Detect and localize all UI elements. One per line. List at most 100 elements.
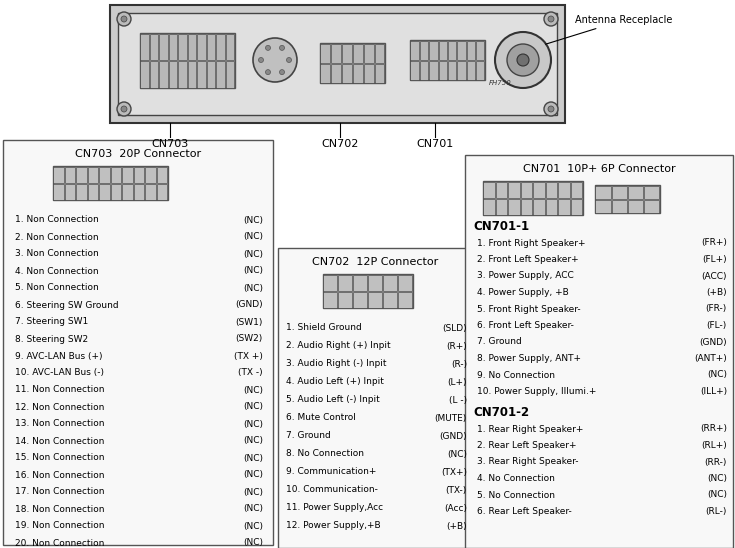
Bar: [339, 275, 353, 290]
Text: 7. Steering SW1: 7. Steering SW1: [15, 317, 88, 327]
Circle shape: [265, 70, 270, 75]
Bar: [496, 181, 507, 197]
Bar: [343, 64, 352, 83]
Text: 7. Ground: 7. Ground: [286, 431, 331, 441]
Text: 9. AVC-LAN Bus (+): 9. AVC-LAN Bus (+): [15, 351, 102, 361]
Bar: [188, 33, 196, 60]
Bar: [146, 184, 156, 199]
Text: (+B): (+B): [706, 288, 727, 297]
Text: 18. Non Connection: 18. Non Connection: [15, 505, 104, 513]
Bar: [364, 64, 373, 83]
Bar: [420, 60, 429, 79]
Text: (SW1): (SW1): [236, 317, 263, 327]
Text: (NC): (NC): [243, 420, 263, 429]
Bar: [368, 292, 382, 307]
Bar: [157, 167, 168, 182]
Bar: [217, 33, 225, 60]
Bar: [420, 41, 429, 60]
Bar: [278, 248, 473, 548]
Text: 3. Rear Right Speaker-: 3. Rear Right Speaker-: [477, 458, 578, 466]
Text: (RR+): (RR+): [700, 425, 727, 433]
Bar: [123, 184, 133, 199]
Bar: [123, 167, 133, 182]
Bar: [448, 41, 456, 60]
Bar: [331, 43, 341, 62]
Bar: [411, 41, 419, 60]
Text: 8. Steering SW2: 8. Steering SW2: [15, 334, 88, 344]
Circle shape: [117, 102, 131, 116]
Bar: [110, 5, 565, 123]
Bar: [207, 33, 215, 60]
Text: (NC): (NC): [243, 505, 263, 513]
Text: (NC): (NC): [243, 283, 263, 293]
Text: (NC): (NC): [243, 488, 263, 496]
Text: Antenna Receplacle: Antenna Receplacle: [545, 15, 673, 44]
Bar: [595, 186, 611, 198]
Text: (FL+): (FL+): [703, 255, 727, 264]
Bar: [595, 185, 660, 213]
Text: (Acc): (Acc): [444, 504, 467, 512]
Text: (NC): (NC): [243, 266, 263, 276]
Text: 6. Mute Control: 6. Mute Control: [286, 414, 356, 423]
Bar: [169, 61, 177, 88]
Bar: [320, 64, 330, 83]
Bar: [546, 198, 558, 214]
Text: 10. Communication-: 10. Communication-: [286, 486, 378, 494]
Circle shape: [279, 45, 284, 50]
Bar: [146, 167, 156, 182]
Bar: [628, 186, 643, 198]
Bar: [645, 199, 659, 213]
Text: (NC): (NC): [243, 215, 263, 225]
Text: 5. Audio Left (-) Inpit: 5. Audio Left (-) Inpit: [286, 396, 380, 404]
Bar: [457, 41, 466, 60]
Text: (ACC): (ACC): [701, 271, 727, 281]
Bar: [465, 155, 733, 548]
Bar: [559, 198, 570, 214]
Text: 11. Non Connection: 11. Non Connection: [15, 385, 104, 395]
Text: 1. Shield Ground: 1. Shield Ground: [286, 323, 362, 333]
Circle shape: [517, 54, 529, 66]
Text: (TX-): (TX-): [445, 486, 467, 494]
Text: (FR+): (FR+): [701, 238, 727, 248]
Bar: [65, 167, 76, 182]
Bar: [169, 33, 177, 60]
Text: (FR-): (FR-): [706, 305, 727, 313]
Bar: [448, 60, 456, 79]
Text: (SW2): (SW2): [236, 334, 263, 344]
Bar: [179, 33, 187, 60]
Text: (NC): (NC): [243, 249, 263, 259]
Text: 8. No Connection: 8. No Connection: [286, 449, 364, 459]
Bar: [509, 181, 520, 197]
Bar: [410, 40, 485, 80]
Text: 15. Non Connection: 15. Non Connection: [15, 454, 104, 463]
Bar: [150, 33, 159, 60]
Bar: [534, 181, 545, 197]
Bar: [645, 186, 659, 198]
Bar: [323, 274, 413, 308]
Bar: [398, 275, 412, 290]
Bar: [521, 181, 532, 197]
Text: (RL-): (RL-): [706, 507, 727, 516]
Text: FH750: FH750: [489, 80, 512, 86]
Text: (NC): (NC): [243, 471, 263, 480]
Text: (GND): (GND): [235, 300, 263, 310]
Bar: [118, 13, 557, 115]
Bar: [595, 199, 611, 213]
Bar: [65, 184, 76, 199]
Text: (NC): (NC): [447, 449, 467, 459]
Bar: [99, 167, 110, 182]
Circle shape: [544, 102, 558, 116]
Text: 8. Power Supply, ANT+: 8. Power Supply, ANT+: [477, 354, 581, 363]
Bar: [76, 184, 87, 199]
Text: 17. Non Connection: 17. Non Connection: [15, 488, 104, 496]
Bar: [54, 167, 64, 182]
Bar: [429, 41, 437, 60]
Bar: [364, 43, 373, 62]
Bar: [207, 61, 215, 88]
Text: 9. Communication+: 9. Communication+: [286, 467, 376, 477]
Text: 1. Rear Right Speaker+: 1. Rear Right Speaker+: [477, 425, 584, 433]
Text: (TX -): (TX -): [238, 368, 263, 378]
Bar: [140, 33, 149, 60]
Bar: [484, 181, 495, 197]
Text: 10. AVC-LAN Bus (-): 10. AVC-LAN Bus (-): [15, 368, 104, 378]
